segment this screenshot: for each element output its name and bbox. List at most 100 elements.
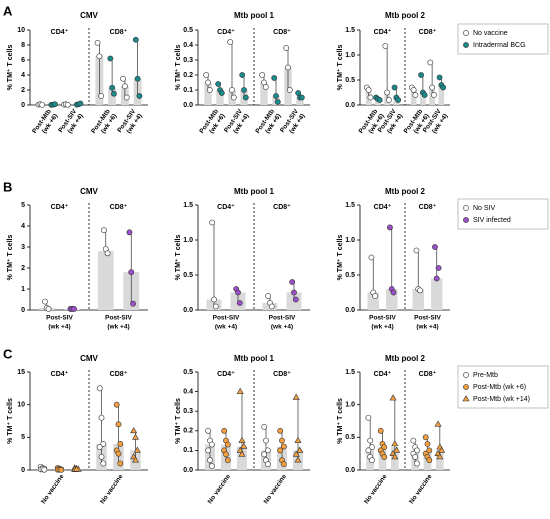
data-point: [412, 92, 419, 98]
legend-swatch: [463, 42, 469, 48]
chart-title: Mtb pool 1: [234, 354, 275, 363]
bar: [260, 82, 268, 105]
subset-label: CD4⁺: [217, 203, 235, 211]
data-point: [241, 87, 247, 93]
y-tick-label: 10: [17, 27, 25, 34]
data-point: [410, 87, 417, 93]
y-tick-label: 0: [21, 307, 25, 314]
x-tick-label-group: Post-Mtb(wk +6): [198, 108, 226, 135]
data-point: [117, 460, 124, 467]
data-point: [136, 93, 143, 99]
data-point: [277, 427, 284, 434]
data-point: [109, 84, 116, 91]
y-tick-label: 5: [21, 202, 25, 209]
x-tick-label-group: Post-SIV(wk +4): [116, 108, 144, 135]
bar: [97, 251, 114, 310]
bar: [438, 85, 445, 105]
legend-swatch: [463, 205, 469, 211]
data-point: [261, 451, 268, 458]
legend-box: [457, 23, 549, 55]
data-point: [221, 427, 228, 434]
data-point: [107, 55, 114, 62]
subset-label: CD4⁺: [51, 370, 69, 378]
y-tick-label: 0.0: [183, 307, 193, 314]
data-point: [96, 53, 103, 60]
data-point: [94, 39, 101, 46]
data-point: [120, 75, 126, 82]
y-axis-label: % TM⁺ T cells: [336, 398, 344, 444]
y-tick-label: 0.5: [183, 272, 193, 279]
legend-swatch: [463, 217, 469, 223]
data-point: [391, 84, 398, 91]
y-tick-label: 1.5: [345, 369, 355, 376]
x-tick-label: Post-SIV: [105, 315, 132, 322]
x-tick-label: No vaccine: [207, 473, 233, 505]
y-tick-label: 10: [17, 402, 25, 409]
data-point: [381, 444, 388, 451]
data-point: [376, 97, 383, 103]
y-tick-label: 0.4: [183, 42, 193, 49]
data-point: [39, 101, 46, 108]
data-point: [286, 87, 293, 93]
data-point: [133, 446, 141, 453]
y-tick-label: 0.3: [183, 57, 193, 64]
data-point: [126, 229, 133, 236]
y-tick-label: 5: [21, 434, 25, 441]
y-tick-label: 6: [21, 57, 25, 64]
data-point: [298, 94, 305, 101]
data-point: [223, 451, 229, 458]
y-tick-label: 1.5: [345, 202, 355, 209]
data-point: [208, 441, 215, 448]
x-tick-label: No vaccine: [263, 473, 289, 505]
chart-title: CMV: [80, 11, 98, 20]
data-point: [393, 446, 401, 453]
x-tick-label: No vaccine: [363, 473, 389, 505]
data-point: [410, 437, 417, 444]
data-point: [134, 75, 141, 82]
data-point: [271, 75, 278, 81]
y-tick-label: 0.1: [183, 447, 193, 454]
chart-title: Mtb pool 1: [234, 11, 275, 20]
y-tick-label: 0.2: [183, 72, 193, 79]
data-point: [391, 453, 399, 460]
x-tick-label-group: No vaccine: [363, 473, 389, 505]
y-tick-label: 1.0: [345, 402, 355, 409]
data-point: [100, 440, 107, 447]
y-tick-label: 8: [21, 42, 25, 49]
data-point: [391, 440, 399, 447]
data-point: [131, 456, 140, 463]
data-point: [96, 444, 103, 451]
subset-label: CD8⁺: [419, 203, 437, 211]
data-point: [412, 454, 419, 460]
data-point: [130, 300, 136, 307]
subset-label: CD4⁺: [374, 28, 392, 36]
data-point: [367, 94, 374, 101]
data-point: [377, 427, 384, 434]
x-tick-label-group: No vaccine: [207, 473, 233, 505]
y-tick-label: 2: [21, 265, 25, 272]
data-point: [277, 447, 284, 454]
data-point: [390, 289, 397, 296]
data-point: [209, 219, 216, 226]
data-point: [280, 443, 287, 450]
legend-label: No vaccine: [473, 30, 508, 37]
legend-swatch: [462, 395, 470, 402]
y-tick-label: 4: [21, 223, 25, 230]
y-axis-label: % TM⁺ T cells: [6, 398, 14, 444]
data-point: [365, 447, 372, 454]
data-point: [205, 447, 212, 454]
data-point: [77, 100, 84, 107]
data-point: [96, 385, 103, 392]
y-tick-label: 1.0: [345, 52, 355, 59]
data-point: [207, 457, 213, 464]
data-point: [279, 437, 285, 444]
data-point: [224, 457, 231, 464]
data-point: [52, 101, 58, 108]
subplot: C CMV % TM⁺ T cells 0 5 10 15 CD4⁺ CD8⁺ No vaccin…: [3, 346, 148, 505]
y-tick-label: 1.0: [345, 237, 355, 244]
data-point: [238, 436, 246, 443]
y-tick-label: 1.0: [183, 237, 193, 244]
bar: [412, 289, 424, 310]
data-point: [229, 87, 235, 93]
subplot: Mtb pool 2 % TM⁺ T cells 0.0 0.5 1.0 1.5 CD4⁺ C…: [336, 354, 549, 505]
